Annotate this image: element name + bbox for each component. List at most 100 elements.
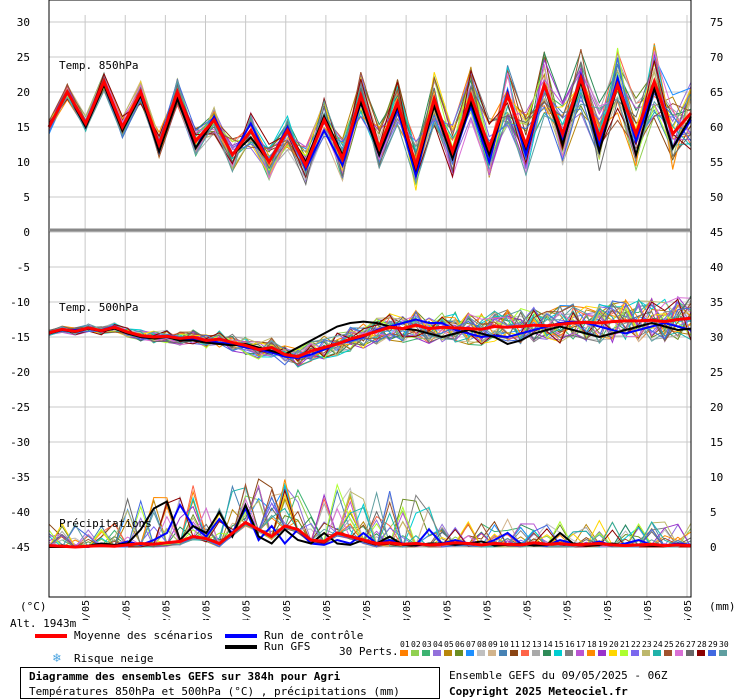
legend-mean-label: Moyenne des scénarios <box>74 629 214 642</box>
y-tick-right: 5 <box>710 506 717 519</box>
y-tick-right: 65 <box>710 86 723 99</box>
x-tick-label: 15/05 <box>282 600 293 620</box>
pert-number: 12 <box>521 640 531 649</box>
legend-snow-label: Risque neige <box>74 652 154 665</box>
pert-number: 18 <box>587 640 597 649</box>
y-tick-right: 70 <box>710 51 723 64</box>
x-tick-label: 14/05 <box>242 600 253 620</box>
series-t500-line <box>48 316 692 359</box>
ensemble-t500-line <box>48 302 692 360</box>
left-axis-unit: (°C) <box>20 600 47 613</box>
label-t500: Temp. 500hPa <box>59 301 138 314</box>
pert-number: 11 <box>510 640 520 649</box>
legend-gfs-swatch <box>225 645 257 649</box>
pert-swatch <box>675 650 683 656</box>
pert-swatch <box>455 650 463 656</box>
pert-swatch <box>444 650 452 656</box>
pert-swatch <box>532 650 540 656</box>
pert-number: 03 <box>422 640 432 649</box>
y-tick-left: 15 <box>17 121 30 134</box>
x-tick-label: 24/05 <box>643 600 654 620</box>
pert-swatch <box>631 650 639 656</box>
x-tick-label: 10/05 <box>81 600 92 620</box>
y-tick-right: 45 <box>710 226 723 239</box>
pert-number: 22 <box>631 640 641 649</box>
pert-swatch <box>686 650 694 656</box>
pert-number: 01 <box>400 640 410 649</box>
footer-subtitle: Températures 850hPa et 500hPa (°C) , pré… <box>29 685 400 698</box>
pert-number: 14 <box>543 640 553 649</box>
y-tick-right: 0 <box>710 541 717 554</box>
series-precip-line <box>48 520 692 549</box>
pert-swatch <box>477 650 485 656</box>
copyright: Copyright 2025 Meteociel.fr <box>449 685 628 698</box>
pert-number: 29 <box>708 640 718 649</box>
snowflake-icon: ❄ <box>53 651 61 666</box>
y-tick-left: -30 <box>10 436 30 449</box>
altitude-label: Alt. 1943m <box>10 617 77 630</box>
y-tick-left: 0 <box>23 226 30 239</box>
x-tick-label: 16/05 <box>322 600 333 620</box>
pert-swatch <box>598 650 606 656</box>
pert-swatch <box>499 650 507 656</box>
pert-swatch <box>543 650 551 656</box>
x-tick-label: 21/05 <box>523 600 534 620</box>
pert-number: 25 <box>664 640 674 649</box>
y-tick-left: 30 <box>17 16 30 29</box>
x-tick-label: 11/05 <box>121 600 132 620</box>
y-tick-right: 25 <box>710 366 723 379</box>
x-tick-label: 17/05 <box>362 600 373 620</box>
legend-control-label: Run de contrôle <box>264 629 364 642</box>
pert-number: 19 <box>598 640 608 649</box>
y-tick-left: -35 <box>10 471 30 484</box>
x-tick-label: 22/05 <box>563 600 574 620</box>
y-tick-left: -25 <box>10 401 30 414</box>
y-tick-right: 55 <box>710 156 723 169</box>
main-lines <box>47 70 693 549</box>
ensemble-t500-line <box>48 298 692 359</box>
y-tick-right: 15 <box>710 436 723 449</box>
label-t850: Temp. 850hPa <box>59 59 138 72</box>
x-tick-label: 18/05 <box>402 600 413 620</box>
x-tick-label: 20/05 <box>482 600 493 620</box>
pert-number: 09 <box>488 640 498 649</box>
y-tick-left: 20 <box>17 86 30 99</box>
pert-number: 23 <box>642 640 652 649</box>
pert-number: 28 <box>697 640 707 649</box>
series-t850-line <box>47 73 693 171</box>
pert-swatch <box>719 650 727 656</box>
y-tick-left: 10 <box>17 156 30 169</box>
legend-perts-label: 30 Perts. <box>339 645 399 658</box>
right-axis-unit: (mm) <box>709 600 736 613</box>
series-t850-line <box>48 77 692 173</box>
x-tick-label: 25/05 <box>683 600 694 620</box>
y-tick-right: 30 <box>710 331 723 344</box>
pert-swatch <box>620 650 628 656</box>
pert-swatch <box>466 650 474 656</box>
label-precip: Précipitations <box>59 517 152 530</box>
x-tick-label: 12/05 <box>161 600 172 620</box>
y-tick-left: -40 <box>10 506 30 519</box>
pert-swatch <box>587 650 595 656</box>
y-tick-right: 60 <box>710 121 723 134</box>
y-tick-left: -15 <box>10 331 30 344</box>
pert-number: 02 <box>411 640 421 649</box>
pert-swatch <box>576 650 584 656</box>
pert-swatch <box>554 650 562 656</box>
y-tick-left: -45 <box>10 541 30 554</box>
y-tick-right: 20 <box>710 401 723 414</box>
pert-swatch <box>609 650 617 656</box>
title-box: Diagramme des ensembles GEFS sur 384h po… <box>20 667 440 699</box>
ensemble-t500-line <box>48 298 692 362</box>
x-tick-label: 13/05 <box>202 600 213 620</box>
pert-swatch <box>521 650 529 656</box>
x-tick-label: 23/05 <box>603 600 614 620</box>
pert-number: 17 <box>576 640 586 649</box>
pert-swatch <box>411 650 419 656</box>
pert-number: 16 <box>565 640 575 649</box>
pert-number: 05 <box>444 640 454 649</box>
footer-title: Diagramme des ensembles GEFS sur 384h po… <box>29 670 341 683</box>
pert-number: 08 <box>477 640 487 649</box>
pert-swatch <box>565 650 573 656</box>
ensemble-precip-line <box>48 497 692 548</box>
